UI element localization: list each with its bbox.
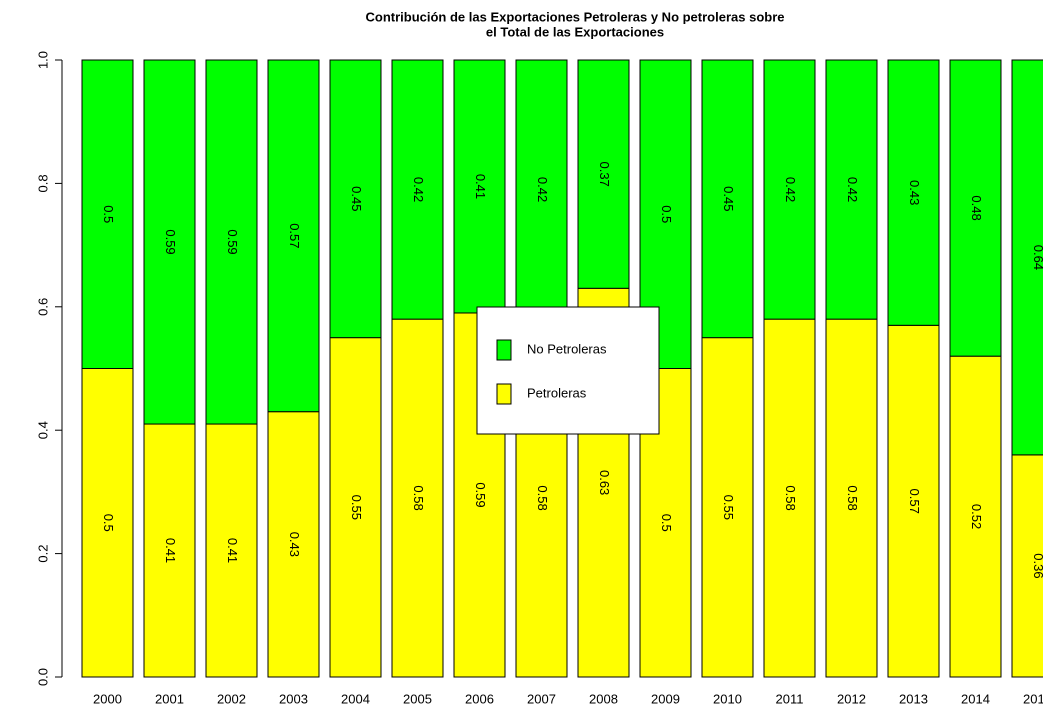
y-tick-label: 0.8 bbox=[35, 174, 50, 192]
bar-segment bbox=[267, 59, 320, 413]
data-label: 0.57 bbox=[907, 488, 922, 513]
chart-title: Contribución de las Exportaciones Petrol… bbox=[365, 9, 784, 24]
y-tick-label: 1.0 bbox=[35, 51, 50, 69]
data-label: 0.45 bbox=[349, 186, 364, 211]
bar-segment bbox=[577, 59, 630, 289]
data-label: 0.55 bbox=[349, 495, 364, 520]
data-label: 0.52 bbox=[969, 504, 984, 529]
bar-segment bbox=[391, 318, 444, 678]
data-label: 0.42 bbox=[411, 177, 426, 202]
bar-segment bbox=[143, 423, 196, 678]
x-tick-label: 2007 bbox=[527, 691, 556, 706]
data-label: 0.63 bbox=[597, 470, 612, 495]
bar-segment bbox=[515, 59, 568, 320]
data-label: 0.5 bbox=[659, 205, 674, 223]
data-label: 0.59 bbox=[225, 229, 240, 254]
bar-segment bbox=[329, 337, 382, 678]
bar-segment bbox=[763, 318, 816, 678]
x-tick-label: 2006 bbox=[465, 691, 494, 706]
bar-segment bbox=[267, 411, 320, 678]
legend-label: Petroleras bbox=[527, 385, 587, 400]
bar-segment bbox=[453, 59, 506, 314]
bar-segment bbox=[205, 59, 258, 425]
y-tick-label: 0.6 bbox=[35, 298, 50, 316]
data-label: 0.58 bbox=[783, 485, 798, 510]
data-label: 0.5 bbox=[101, 514, 116, 532]
bar-segment bbox=[949, 59, 1002, 357]
bar-segment bbox=[763, 59, 816, 320]
data-label: 0.42 bbox=[783, 177, 798, 202]
legend-label: No Petroleras bbox=[527, 341, 607, 356]
data-label: 0.5 bbox=[101, 205, 116, 223]
data-label: 0.45 bbox=[721, 186, 736, 211]
bar-segment bbox=[887, 59, 940, 326]
x-tick-label: 2003 bbox=[279, 691, 308, 706]
x-tick-label: 2013 bbox=[899, 691, 928, 706]
x-tick-label: 2002 bbox=[217, 691, 246, 706]
legend-swatch bbox=[496, 383, 512, 405]
data-label: 0.41 bbox=[163, 538, 178, 563]
x-tick-label: 2004 bbox=[341, 691, 370, 706]
x-tick-label: 2011 bbox=[776, 691, 804, 706]
data-label: 0.36 bbox=[1031, 553, 1043, 578]
bar-segment bbox=[81, 59, 134, 369]
data-label: 0.58 bbox=[535, 485, 550, 510]
data-label: 0.58 bbox=[411, 485, 426, 510]
bar-segment bbox=[81, 368, 134, 678]
x-tick-label: 2008 bbox=[589, 691, 618, 706]
data-label: 0.42 bbox=[845, 177, 860, 202]
bar-segment bbox=[205, 423, 258, 678]
bar-segment bbox=[1011, 59, 1043, 456]
bar-segment bbox=[825, 59, 878, 320]
bar-segment bbox=[391, 59, 444, 320]
x-tick-label: 2005 bbox=[403, 691, 432, 706]
data-label: 0.59 bbox=[473, 482, 488, 507]
bar-segment bbox=[143, 59, 196, 425]
x-tick-label: 2000 bbox=[93, 691, 122, 706]
data-label: 0.57 bbox=[287, 223, 302, 248]
x-tick-label: 2014 bbox=[961, 691, 990, 706]
y-tick-label: 0.0 bbox=[35, 668, 50, 686]
y-tick-label: 0.4 bbox=[35, 421, 50, 439]
x-tick-label: 2009 bbox=[651, 691, 680, 706]
bar-segment bbox=[701, 59, 754, 339]
y-tick-label: 0.2 bbox=[35, 545, 50, 563]
data-label: 0.59 bbox=[163, 229, 178, 254]
bar-segment bbox=[949, 355, 1002, 678]
data-label: 0.41 bbox=[225, 538, 240, 563]
bar-segment bbox=[329, 59, 382, 339]
data-label: 0.58 bbox=[845, 485, 860, 510]
x-tick-label: 2015 bbox=[1023, 691, 1043, 706]
data-label: 0.37 bbox=[597, 161, 612, 186]
data-label: 0.43 bbox=[907, 180, 922, 205]
bar-segment bbox=[701, 337, 754, 678]
bar-segment bbox=[825, 318, 878, 678]
data-label: 0.64 bbox=[1031, 245, 1043, 270]
x-tick-label: 2012 bbox=[837, 691, 866, 706]
legend-swatch bbox=[496, 339, 512, 361]
data-label: 0.48 bbox=[969, 195, 984, 220]
x-tick-label: 2010 bbox=[713, 691, 742, 706]
chart-title: el Total de las Exportaciones bbox=[486, 24, 664, 39]
data-label: 0.41 bbox=[473, 174, 488, 199]
data-label: 0.55 bbox=[721, 495, 736, 520]
data-label: 0.5 bbox=[659, 514, 674, 532]
x-tick-label: 2001 bbox=[155, 691, 184, 706]
legend-box bbox=[476, 306, 660, 435]
data-label: 0.43 bbox=[287, 532, 302, 557]
data-label: 0.42 bbox=[535, 177, 550, 202]
